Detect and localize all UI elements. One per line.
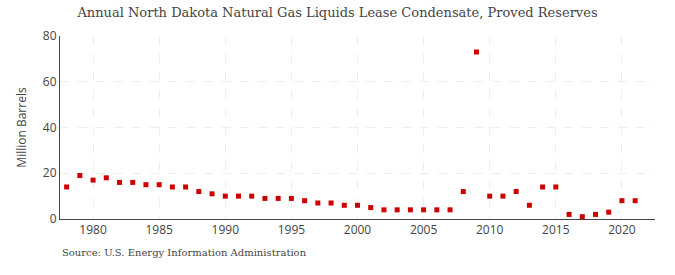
svg-text:80: 80 — [43, 27, 57, 44]
svg-text:0: 0 — [50, 210, 57, 227]
svg-text:1985: 1985 — [145, 221, 173, 238]
svg-text:Annual North Dakota Natural Ga: Annual North Dakota Natural Gas Liquids … — [76, 5, 597, 20]
svg-text:20: 20 — [43, 164, 57, 181]
svg-text:40: 40 — [43, 119, 57, 136]
svg-text:2005: 2005 — [410, 221, 438, 238]
svg-text:Million Barrels: Million Barrels — [13, 87, 30, 168]
svg-text:1990: 1990 — [212, 221, 240, 238]
svg-text:1995: 1995 — [278, 221, 306, 238]
svg-text:60: 60 — [43, 73, 57, 90]
svg-text:2020: 2020 — [608, 221, 636, 238]
svg-text:2000: 2000 — [344, 221, 372, 238]
svg-text:1980: 1980 — [79, 221, 107, 238]
svg-text:2015: 2015 — [542, 221, 570, 238]
svg-text:2010: 2010 — [476, 221, 504, 238]
svg-text:Source: U.S. Energy Informatio: Source: U.S. Energy Information Administ… — [62, 247, 307, 258]
